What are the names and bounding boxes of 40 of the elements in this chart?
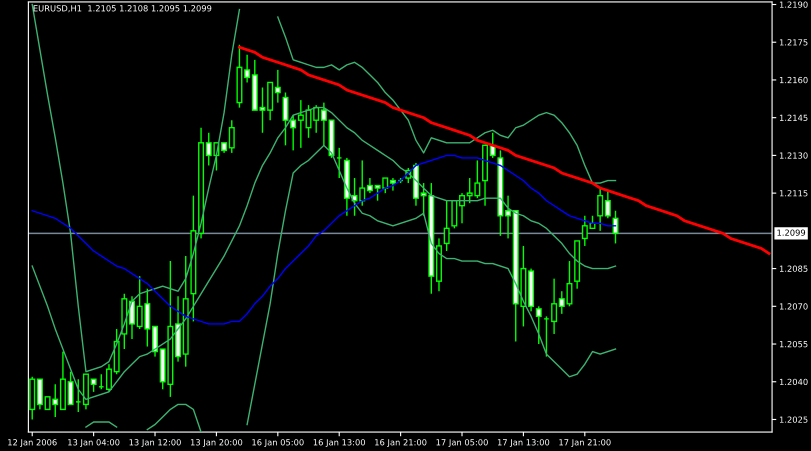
- candlestick: [612, 210, 619, 244]
- x-tick-label: 12 Jan 2006: [8, 439, 57, 447]
- x-tick-label: 13 Jan 20:00: [190, 439, 242, 447]
- x-tick-label: 17 Jan 05:00: [436, 439, 488, 447]
- candlestick: [444, 200, 450, 252]
- candlestick: [336, 147, 342, 179]
- y-tick-label: 1.2115: [780, 190, 808, 196]
- line-series: [238, 46, 770, 255]
- candlestick: [536, 306, 542, 345]
- y-tick-label: 1.2040: [780, 378, 808, 386]
- y-tick-label: 1.2190: [780, 1, 808, 8]
- y-tick-label: 1.2070: [780, 303, 808, 310]
- chart-title: EURUSD,H1 1.2105 1.2108 1.2095 1.2099: [34, 5, 212, 12]
- x-tick-label: 13 Jan 12:00: [130, 439, 181, 447]
- ref-line-label: 1.2099: [777, 229, 806, 236]
- y-tick-label: 1.2160: [780, 76, 808, 84]
- x-tick-label: 16 Jan 13:00: [314, 439, 366, 447]
- y-tick-label: 1.2085: [780, 266, 808, 272]
- x-tick-label: 16 Jan 21:00: [375, 439, 426, 447]
- candlestick: [274, 69, 281, 104]
- candlestick: [543, 316, 550, 358]
- x-tick-label: 17 Jan 13:00: [498, 439, 550, 447]
- y-tick-label: 1.2130: [780, 152, 808, 159]
- y-tick-label: 1.2175: [780, 39, 808, 46]
- candlestick: [98, 374, 104, 390]
- candlestick: [474, 160, 480, 199]
- y-tick-label: 1.2055: [780, 341, 808, 348]
- line-series: [32, 106, 616, 400]
- x-tick-label: 17 Jan 21:00: [559, 439, 611, 447]
- y-tick-label: 1.2145: [780, 114, 808, 121]
- y-tick-label: 1.2025: [780, 416, 808, 423]
- candlestick: [282, 92, 288, 146]
- candlestick: [597, 187, 604, 232]
- candlestick: [604, 190, 611, 219]
- x-tick-label: 13 Jan 04:00: [68, 439, 120, 447]
- candlestick: [551, 278, 558, 335]
- candlestick: [75, 378, 82, 413]
- candlestick: [228, 119, 235, 154]
- candlestick: [290, 114, 296, 152]
- x-tick-label: 16 Jan 05:00: [252, 439, 304, 447]
